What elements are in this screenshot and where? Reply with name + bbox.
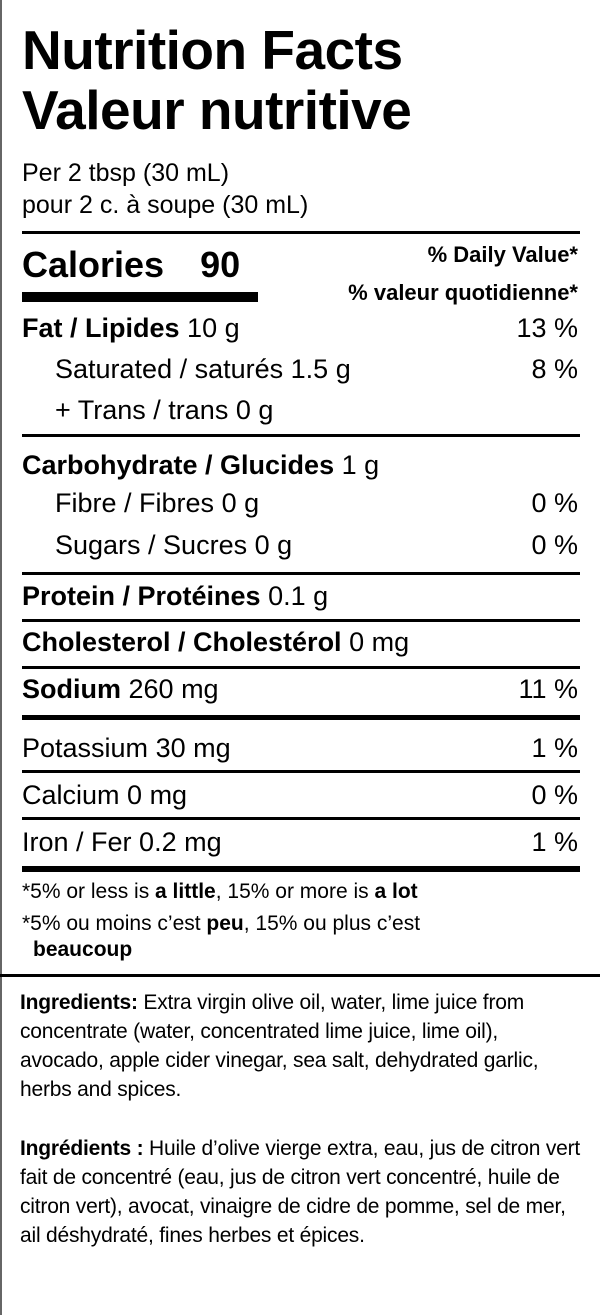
footnote-en: *5% or less is a little, 15% or more is … bbox=[22, 880, 418, 903]
nutrient-row-protein: Protein / Protéines 0.1 g bbox=[22, 581, 329, 611]
divider bbox=[22, 572, 580, 575]
daily-value-header-en: % Daily Value* bbox=[427, 242, 578, 267]
section-divider bbox=[0, 974, 600, 977]
thick-divider bbox=[22, 866, 580, 872]
divider bbox=[22, 231, 580, 234]
calories-value: 90 bbox=[200, 244, 241, 285]
ingredients-en: Ingredients: Extra virgin olive oil, wat… bbox=[20, 991, 539, 1101]
nutrient-row-calcium: Calcium 0 mg 0 % bbox=[22, 780, 578, 810]
calories-bar bbox=[22, 292, 258, 302]
nutrient-row-trans: + Trans / trans 0 g bbox=[55, 395, 274, 425]
title-en: Nutrition Facts bbox=[22, 19, 403, 81]
divider bbox=[22, 770, 580, 773]
divider bbox=[22, 434, 580, 437]
calories: Calories 90 bbox=[22, 245, 240, 285]
nutrient-row-sodium: Sodium 260 mg 11 % bbox=[22, 674, 578, 704]
nutrient-row-carbohydrate: Carbohydrate / Glucides 1 g bbox=[22, 450, 380, 480]
divider bbox=[22, 817, 580, 820]
footnote-fr-cont: beaucoup bbox=[33, 938, 133, 961]
serving-size-en: Per 2 tbsp (30 mL) bbox=[22, 159, 230, 187]
left-border bbox=[0, 0, 2, 1315]
title-fr: Valeur nutritive bbox=[22, 79, 412, 141]
calories-label: Calories bbox=[22, 244, 165, 285]
nutrient-row-cholesterol: Cholesterol / Cholestérol 0 mg bbox=[22, 627, 410, 657]
ingredients-fr: Ingrédients : Huile d’olive vierge extra… bbox=[20, 1137, 581, 1247]
thick-divider bbox=[22, 715, 580, 720]
serving-size-fr: pour 2 c. à soupe (30 mL) bbox=[22, 191, 309, 219]
divider bbox=[22, 619, 580, 622]
divider bbox=[22, 666, 580, 669]
footnote-fr: *5% ou moins c’est peu, 15% ou plus c’es… bbox=[22, 912, 421, 935]
daily-value-header-fr: % valeur quotidienne* bbox=[348, 280, 578, 305]
nutrient-row-fat: Fat / Lipides 10 g 13 % bbox=[22, 313, 578, 343]
nutrient-row-iron: Iron / Fer 0.2 mg 1 % bbox=[22, 827, 578, 857]
nutrient-row-potassium: Potassium 30 mg 1 % bbox=[22, 733, 578, 763]
